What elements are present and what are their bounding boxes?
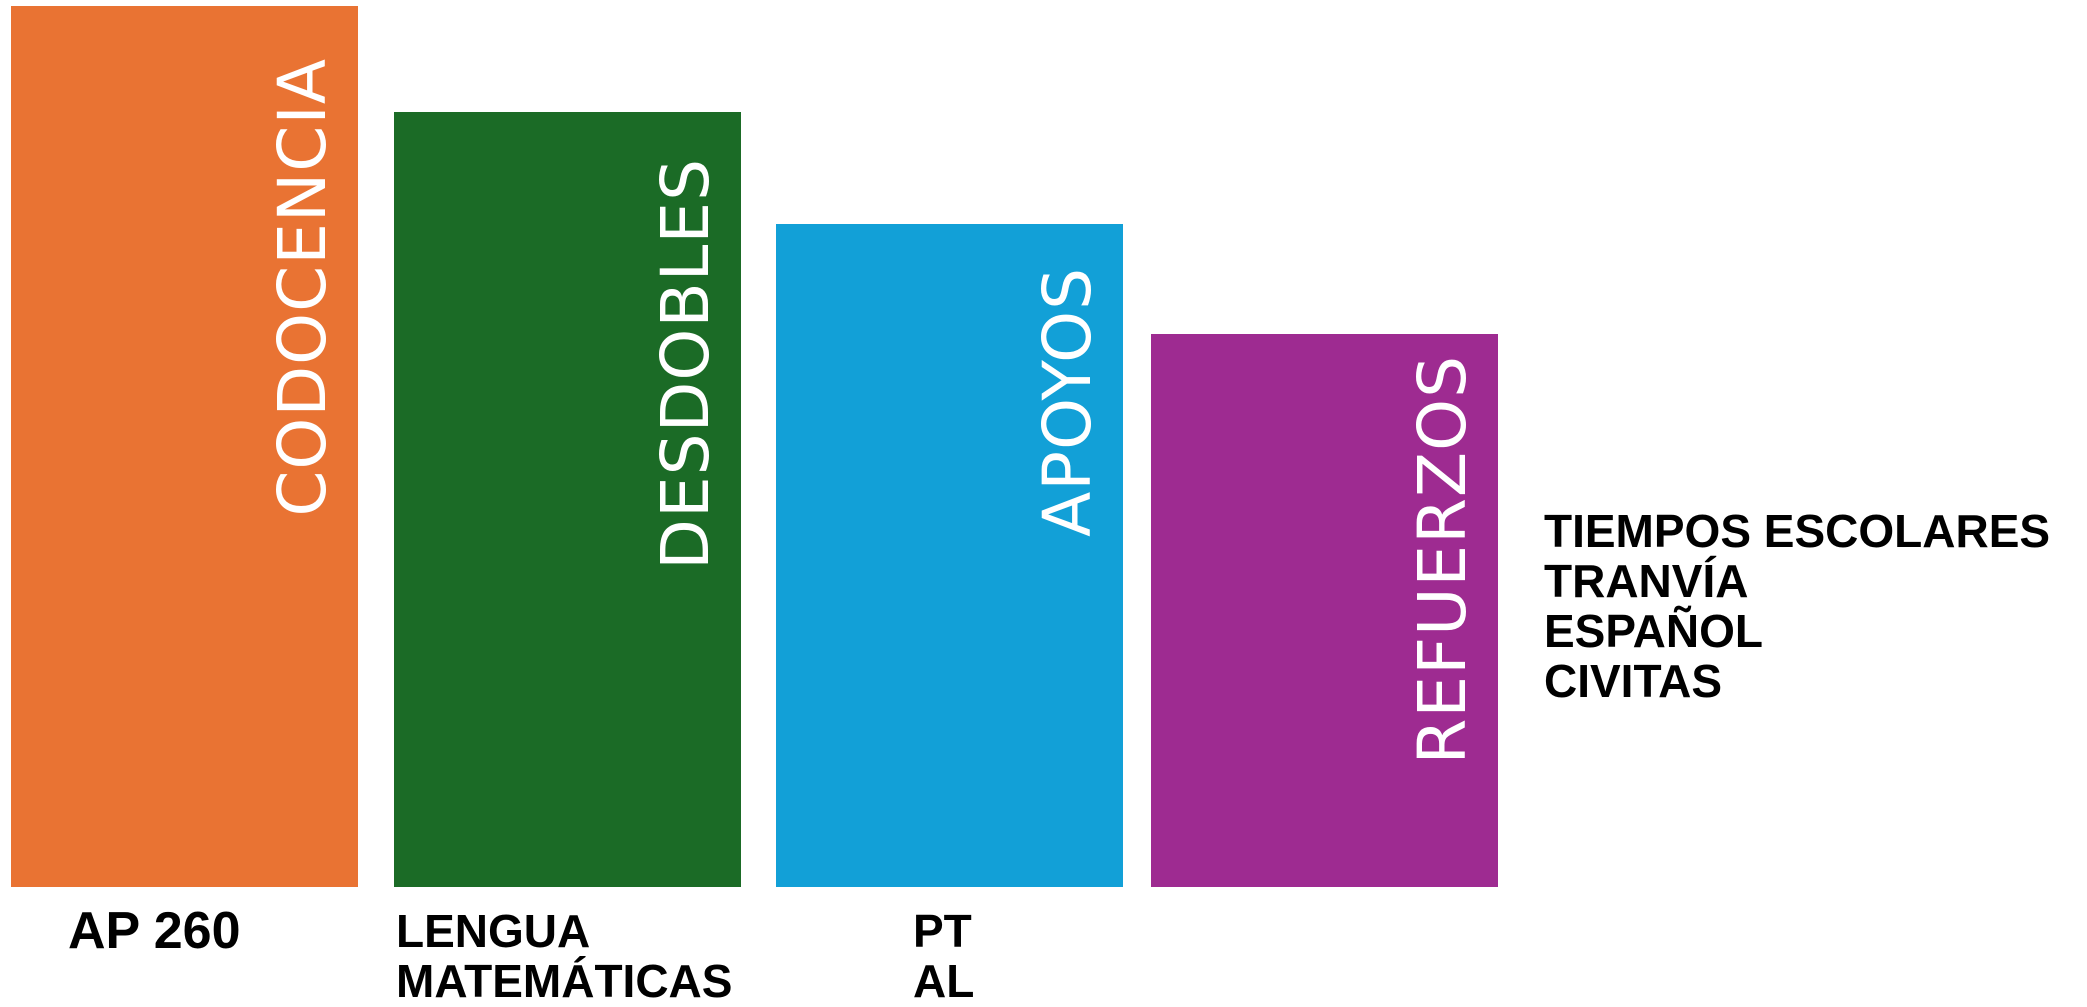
- bar-codocencia: CODOCENCIA: [11, 6, 358, 887]
- caption-codocencia-line: AP 260: [68, 902, 241, 960]
- caption-refuerzos-line: TIEMPOS ESCOLARES: [1544, 505, 2051, 557]
- bar-desdobles-label: DESDOBLES: [647, 158, 724, 570]
- bar-refuerzos: REFUERZOS: [1151, 334, 1498, 887]
- caption-refuerzos-line: CIVITAS: [1544, 655, 1723, 707]
- bar-codocencia-label: CODOCENCIA: [264, 58, 341, 517]
- caption-apoyos: PT AL: [913, 906, 974, 1006]
- caption-desdobles-line: LENGUA: [396, 905, 591, 957]
- bar-desdobles: DESDOBLES: [394, 112, 741, 887]
- bar-apoyos: APOYOS: [776, 224, 1123, 887]
- caption-refuerzos-line: TRANVÍA: [1544, 555, 1749, 607]
- caption-desdobles-line: MATEMÁTICAS: [396, 955, 733, 1007]
- caption-refuerzos-line: ESPAÑOL: [1544, 605, 1763, 657]
- bar-apoyos-label: APOYOS: [1029, 267, 1106, 537]
- caption-codocencia: AP 260: [68, 902, 241, 960]
- caption-apoyos-line: PT: [913, 905, 972, 957]
- bar-refuerzos-label: REFUERZOS: [1404, 354, 1481, 764]
- caption-refuerzos: TIEMPOS ESCOLARES TRANVÍA ESPAÑOL CIVITA…: [1544, 506, 2050, 706]
- caption-desdobles: LENGUA MATEMÁTICAS: [396, 906, 732, 1006]
- caption-apoyos-line: AL: [913, 955, 975, 1007]
